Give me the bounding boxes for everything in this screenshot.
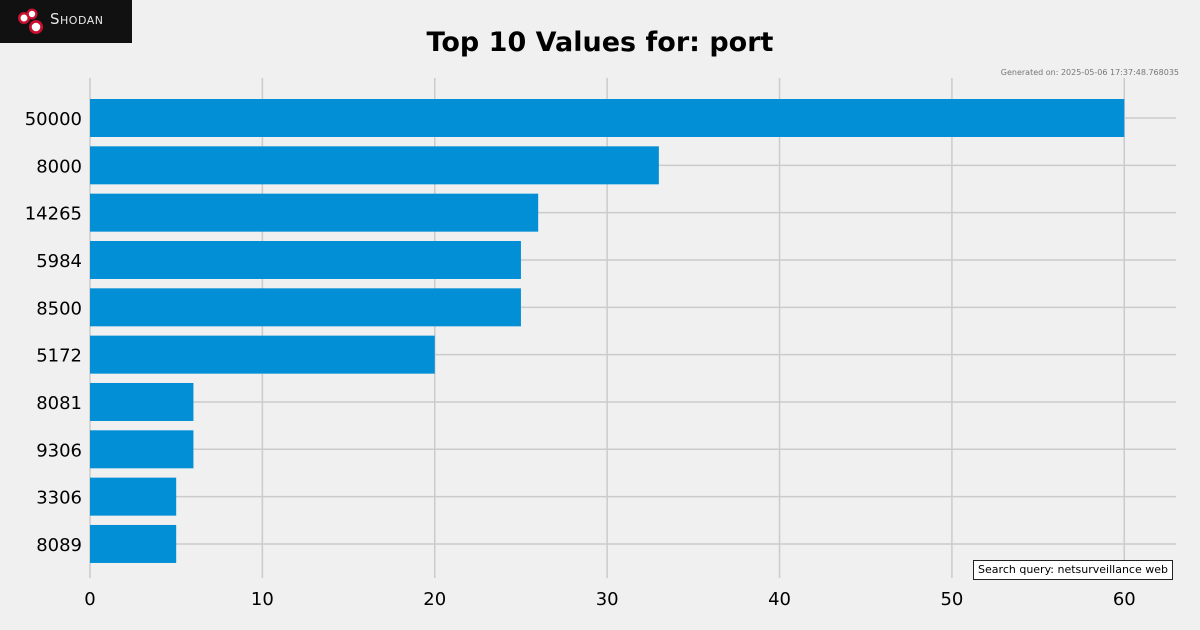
y-tick-label: 5984	[36, 251, 82, 272]
bar	[90, 524, 177, 563]
y-tick-label: 8500	[36, 298, 82, 319]
x-tick-label: 20	[423, 589, 446, 610]
y-tick-label: 50000	[25, 109, 82, 130]
bar	[90, 335, 435, 374]
generated-timestamp: Generated on: 2025-05-06 17:37:48.768035	[1000, 68, 1179, 77]
bar	[90, 430, 194, 469]
bar	[90, 240, 521, 279]
bar	[90, 146, 659, 185]
x-tick-label: 50	[940, 589, 963, 610]
bar	[90, 193, 539, 232]
bar	[90, 288, 521, 327]
x-tick-label: 10	[251, 589, 274, 610]
y-tick-label: 3306	[36, 488, 82, 509]
shodan-logo[interactable]: Shodan	[0, 0, 132, 43]
bar	[90, 382, 194, 421]
y-tick-label: 14265	[25, 204, 82, 225]
chart-title: Top 10 Values for: port	[426, 27, 774, 58]
y-tick-label: 8081	[36, 393, 82, 414]
y-tick-label: 5172	[36, 346, 82, 367]
search-query-box: Search query: netsurveillance web	[973, 560, 1173, 580]
x-tick-label: 30	[596, 589, 619, 610]
y-tick-label: 8089	[36, 535, 82, 556]
y-tick-label: 9306	[36, 440, 82, 461]
y-tick-label: 8000	[36, 156, 82, 177]
x-tick-label: 40	[768, 589, 791, 610]
x-tick-label: 60	[1113, 589, 1136, 610]
bar	[90, 477, 177, 516]
shodan-logo-icon	[18, 8, 43, 34]
bar	[90, 99, 1125, 137]
x-tick-label: 0	[84, 589, 95, 610]
brand-name: Shodan	[50, 10, 104, 28]
